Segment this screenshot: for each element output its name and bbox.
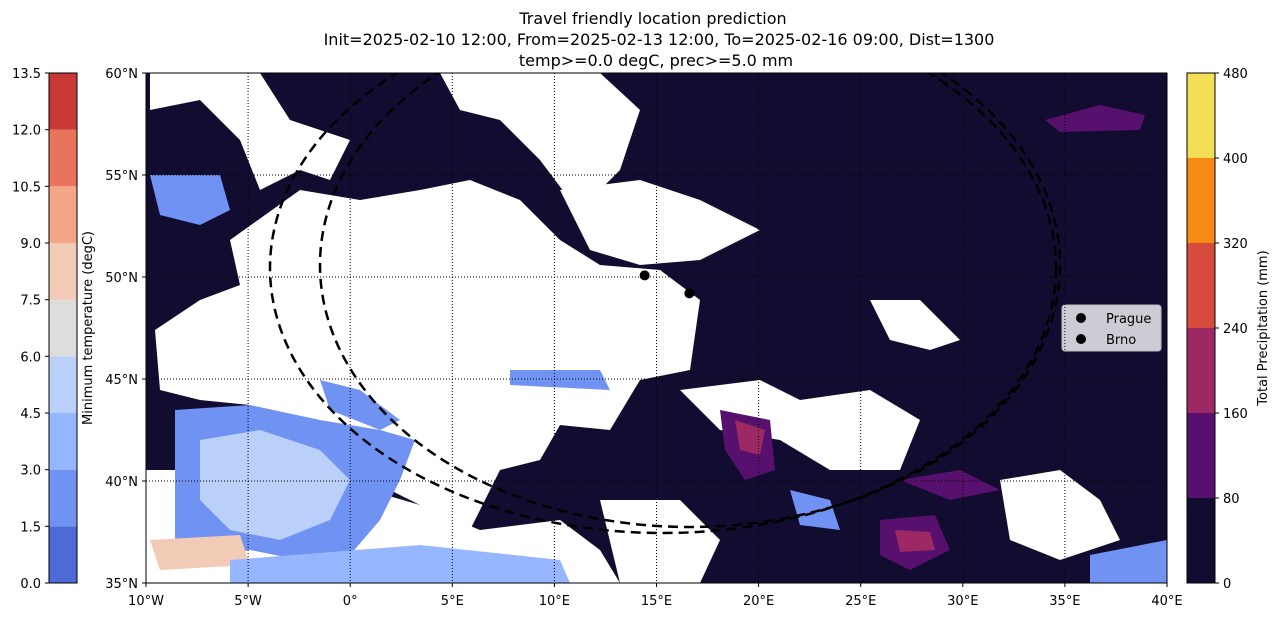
- legend-label: Brno: [1106, 333, 1136, 348]
- colorbar-tick-label: 240: [1223, 322, 1248, 337]
- temp-area: [510, 370, 610, 390]
- colorbar-bin: [49, 186, 77, 243]
- distance-circle: [318, 73, 1062, 529]
- temp-area: [790, 490, 840, 530]
- colorbar-tick-label: 480: [1223, 67, 1248, 82]
- precip-area: [895, 530, 935, 552]
- subtitle: Init=2025-02-10 12:00, From=2025-02-13 1…: [324, 30, 995, 49]
- colorbar-bin: [1187, 73, 1215, 158]
- colorbar-bin: [49, 243, 77, 300]
- lon-tick-label: 5°W: [234, 594, 262, 609]
- colorbar-tick-label: 1.5: [20, 520, 41, 535]
- colorbar-tick-label: 7.5: [20, 294, 41, 309]
- no-data-area: [680, 380, 920, 470]
- colorbar-bin: [1187, 328, 1215, 413]
- colorbar-tick-label: 320: [1223, 237, 1248, 252]
- no-data-area: [600, 500, 720, 583]
- lon-tick-label: 30°E: [947, 594, 978, 609]
- colorbar-bin: [49, 526, 77, 583]
- temp-area: [230, 545, 570, 583]
- colorbar-bin: [1187, 498, 1215, 583]
- subtitle: temp>=0.0 degC, prec>=5.0 mm: [519, 51, 793, 70]
- temp-area: [1090, 540, 1167, 583]
- lon-tick-label: 0°: [343, 594, 358, 609]
- lon-tick-label: 35°E: [1049, 594, 1080, 609]
- colorbar-bin: [49, 469, 77, 527]
- colorbar-bin: [1187, 413, 1215, 498]
- no-data-area: [440, 73, 640, 200]
- legend-box: [1061, 304, 1162, 352]
- no-data-area: [146, 73, 350, 190]
- colorbar-tick-label: 9.0: [20, 237, 41, 252]
- legend-marker: [1076, 313, 1086, 323]
- lat-tick-label: 35°N: [105, 577, 138, 592]
- precip-area: [735, 420, 765, 455]
- colorbar-bin: [49, 356, 77, 413]
- colorbar-tick-label: 80: [1223, 492, 1240, 507]
- no-data-area: [155, 180, 700, 530]
- title: Travel friendly location prediction: [518, 9, 786, 28]
- lon-tick-label: 20°E: [743, 594, 774, 609]
- temp-area: [150, 535, 250, 570]
- lat-tick-label: 40°N: [105, 475, 138, 490]
- lon-tick-label: 15°E: [641, 594, 672, 609]
- colorbar-tick-label: 0.0: [20, 577, 41, 592]
- precip-area: [900, 470, 1000, 500]
- lat-tick-label: 45°N: [105, 373, 138, 388]
- colorbar-bin: [49, 413, 77, 470]
- colorbar-frame: [48, 72, 78, 584]
- colorbar-tick-label: 3.0: [20, 464, 41, 479]
- colorbar-tick-label: 12.0: [12, 124, 41, 139]
- no-data-area: [560, 180, 760, 265]
- city-marker: [639, 270, 650, 281]
- distance-circle: [268, 73, 1058, 535]
- colorbar-bin: [49, 129, 77, 187]
- city-marker: [684, 288, 695, 299]
- lon-tick-label: 10°W: [128, 594, 164, 609]
- colorbar-tick-label: 10.5: [12, 180, 41, 195]
- lat-tick-label: 60°N: [105, 67, 138, 82]
- colorbar-tick-label: 160: [1223, 407, 1248, 422]
- lon-tick-label: 25°E: [845, 594, 876, 609]
- precip-area: [1045, 105, 1145, 132]
- no-data-area: [870, 300, 960, 350]
- lat-tick-label: 50°N: [105, 271, 138, 286]
- legend-marker: [1076, 334, 1086, 344]
- colorbar-tick-label: 6.0: [20, 350, 41, 365]
- temp-area: [320, 380, 400, 430]
- colorbar-tick-label: 0: [1223, 577, 1231, 592]
- colorbar-label: Total Precipitation (mm): [1256, 250, 1271, 406]
- colorbar-bin: [1187, 243, 1215, 328]
- no-data-area: [1000, 470, 1120, 560]
- legend-label: Prague: [1106, 312, 1151, 327]
- colorbar-bin: [1187, 158, 1215, 243]
- colorbar-tick-label: 13.5: [12, 67, 41, 82]
- lon-tick-label: 10°E: [539, 594, 570, 609]
- temp-area: [200, 430, 350, 540]
- lon-tick-label: 5°E: [441, 594, 464, 609]
- colorbar-tick-label: 4.5: [20, 407, 41, 422]
- lon-tick-label: 40°E: [1151, 594, 1182, 609]
- lat-tick-label: 55°N: [105, 169, 138, 184]
- colorbar-tick-label: 400: [1223, 152, 1248, 167]
- temp-area: [150, 175, 230, 225]
- legend: Prague Brno: [1061, 304, 1162, 352]
- colorbar-bin: [49, 299, 77, 357]
- colorbar-bin: [49, 73, 77, 130]
- colorbar-label: Minimum temperature (degC): [81, 231, 96, 425]
